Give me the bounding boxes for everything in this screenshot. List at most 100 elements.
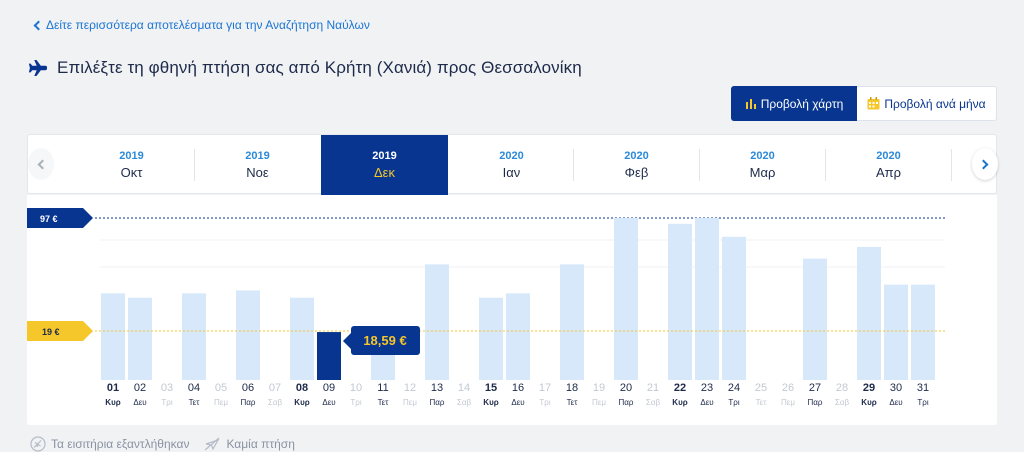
divider	[699, 149, 700, 181]
prev-month-button[interactable]	[28, 148, 54, 180]
fare-bar-24[interactable]	[722, 236, 746, 380]
month-tab-dec-2019[interactable]: 2019 Δεκ	[321, 135, 448, 195]
fare-bar-16[interactable]	[506, 293, 530, 380]
max-price-label: 97 €	[40, 214, 58, 224]
day-of-week: Παρ	[808, 398, 823, 407]
legend-no-flight: Καμία πτήση	[203, 436, 295, 452]
day-number: 03	[161, 382, 173, 394]
day-number: 17	[539, 382, 551, 394]
fare-bar-02[interactable]	[128, 297, 152, 380]
fare-bar-18[interactable]	[560, 264, 584, 380]
chevron-left-icon	[33, 20, 44, 31]
min-price-marker	[27, 321, 93, 341]
day-of-week: Τρι	[350, 398, 361, 407]
day-number: 13	[431, 382, 443, 394]
page-title-text: Επιλέξτε τη φθηνή πτήση σας από Κρήτη (Χ…	[57, 58, 582, 77]
divider	[194, 149, 195, 181]
day-number: 02	[134, 382, 146, 394]
plane-icon	[28, 60, 47, 76]
divider	[951, 149, 952, 181]
next-month-button[interactable]	[972, 148, 998, 180]
month-year: 2019	[245, 150, 270, 162]
day-of-week: Δευ	[133, 398, 146, 407]
fare-bar-27[interactable]	[803, 258, 827, 380]
day-number: 09	[323, 382, 335, 394]
day-of-week: Κυρ	[483, 398, 498, 407]
day-of-week: Σαβ	[457, 398, 472, 407]
month-tab-apr-2020[interactable]: 2020 Απρ	[825, 135, 952, 195]
fare-bar-04[interactable]	[182, 293, 206, 380]
day-number: 16	[512, 382, 524, 394]
day-of-week: Σαβ	[268, 398, 283, 407]
legend-no-flight-label: Καμία πτήση	[226, 437, 295, 451]
day-of-week: Τετ	[189, 398, 201, 407]
view-toggle: Προβολή χάρτη Προβολή ανά μήνα	[731, 86, 997, 121]
day-number: 23	[701, 382, 713, 394]
day-number: 15	[485, 382, 497, 394]
fare-bar-31[interactable]	[911, 284, 935, 380]
back-link-label: Δείτε περισσότερα αποτελέσματα για την Α…	[46, 18, 370, 32]
day-of-week: Κυρ	[294, 398, 309, 407]
day-of-week: Κυρ	[672, 398, 687, 407]
month-year: 2020	[750, 150, 775, 162]
month-name: Απρ	[875, 165, 902, 180]
month-tab-jan-2020[interactable]: 2020 Ιαν	[448, 135, 575, 195]
day-of-week: Παρ	[241, 398, 256, 407]
fare-bar-20[interactable]	[614, 218, 638, 380]
chart-view-button[interactable]: Προβολή χάρτη	[731, 86, 857, 121]
back-to-results-link[interactable]: Δείτε περισσότερα αποτελέσματα για την Α…	[33, 18, 370, 32]
day-number: 22	[674, 382, 686, 394]
day-of-week: Δευ	[322, 398, 335, 407]
month-tab-feb-2020[interactable]: 2020 Φεβ	[573, 135, 700, 195]
day-number: 08	[296, 382, 308, 394]
day-of-week: Παρ	[619, 398, 634, 407]
legend: Τα εισιτήρια εξαντλήθηκαν Καμία πτήση	[30, 436, 309, 452]
bar-chart-icon	[745, 98, 757, 110]
fare-bar-08[interactable]	[290, 297, 314, 380]
fare-bar-23[interactable]	[695, 218, 719, 380]
day-number: 14	[458, 382, 470, 394]
day-number: 19	[593, 382, 605, 394]
fare-bar-30[interactable]	[884, 284, 908, 380]
day-number: 31	[917, 382, 929, 394]
month-tab-mar-2020[interactable]: 2020 Μαρ	[699, 135, 826, 195]
fare-bar-22[interactable]	[668, 223, 692, 380]
fare-bar-15[interactable]	[479, 297, 503, 380]
fare-bar-09[interactable]	[317, 332, 341, 380]
chevron-right-icon	[978, 159, 989, 169]
fare-bar-29[interactable]	[857, 246, 881, 380]
fare-bar-01[interactable]	[101, 293, 125, 380]
month-year: 2019	[119, 150, 144, 162]
day-of-week: Παρ	[430, 398, 445, 407]
day-of-week: Τρι	[539, 398, 550, 407]
selected-price-tooltip	[351, 326, 420, 355]
day-number: 27	[809, 382, 821, 394]
month-tab-nov-2019[interactable]: 2019 Νοε	[194, 135, 321, 195]
day-number: 18	[566, 382, 578, 394]
month-view-button[interactable]: Προβολή ανά μήνα	[857, 86, 997, 121]
sold-out-plane-icon	[30, 436, 46, 452]
min-price-label: 19 €	[42, 327, 60, 337]
month-year: 2020	[499, 150, 524, 162]
no-flight-plane-icon	[205, 437, 220, 451]
fare-chart-panel: 97 € 19 € 01 Κυρ 02 Δευ 03 Τρι 04 Τετ 05 Πεμ 06 Παρ 07…	[27, 195, 997, 425]
page-title: Επιλέξτε τη φθηνή πτήση σας από Κρήτη (Χ…	[28, 58, 582, 78]
month-view-label: Προβολή ανά μήνα	[884, 96, 986, 111]
day-of-week: Πεμ	[214, 398, 228, 407]
day-of-week: Δευ	[889, 398, 902, 407]
day-of-week: Τρι	[917, 398, 928, 407]
legend-sold-out: Τα εισιτήρια εξαντλήθηκαν	[30, 436, 189, 452]
day-number: 28	[836, 382, 848, 394]
day-number: 12	[404, 382, 416, 394]
month-tab-oct-2019[interactable]: 2019 Οκτ	[68, 135, 195, 195]
day-number: 30	[890, 382, 902, 394]
fare-chart: 97 € 19 € 01 Κυρ 02 Δευ 03 Τρι 04 Τετ 05 Πεμ 06 Παρ 07…	[27, 208, 945, 407]
fare-bar-13[interactable]	[425, 264, 449, 380]
day-of-week: Κυρ	[861, 398, 876, 407]
divider	[573, 149, 574, 181]
fare-bar-06[interactable]	[236, 290, 260, 380]
month-name: Μαρ	[749, 165, 776, 180]
month-year: 2019	[372, 150, 397, 162]
day-of-week: Πεμ	[781, 398, 795, 407]
day-number: 29	[863, 382, 875, 394]
